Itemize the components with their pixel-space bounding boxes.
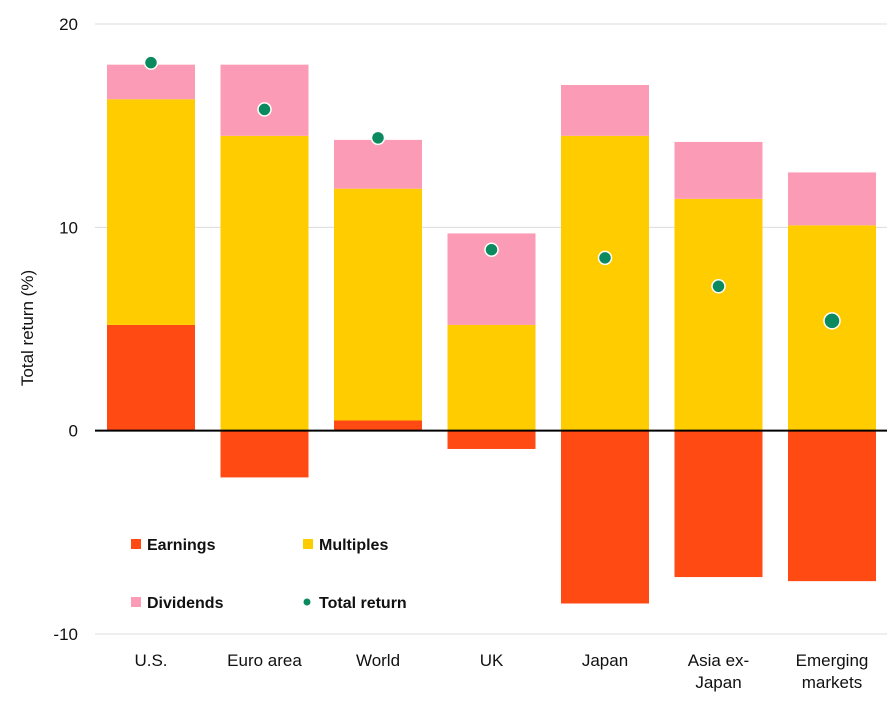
x-tick-label: U.S. bbox=[134, 651, 167, 670]
bar-dividends bbox=[334, 139, 422, 189]
bar-earnings bbox=[788, 430, 876, 582]
y-tick-label: 20 bbox=[59, 15, 78, 34]
legend-swatch-multiples bbox=[303, 539, 313, 549]
bar-earnings bbox=[107, 324, 195, 431]
total-return-dot bbox=[823, 312, 841, 330]
total-return-dot bbox=[143, 55, 159, 70]
y-tick-label: 10 bbox=[59, 218, 78, 237]
legend-label-total-return: Total return bbox=[319, 595, 407, 612]
bars bbox=[107, 64, 876, 604]
bar-dividends bbox=[561, 85, 649, 136]
bar-multiples bbox=[561, 135, 649, 431]
total-return-markers bbox=[143, 55, 841, 330]
bar-earnings bbox=[561, 430, 649, 604]
x-tick-label: Asia ex-Japan bbox=[688, 651, 749, 692]
bar-multiples bbox=[447, 324, 536, 431]
total-return-dot bbox=[484, 242, 499, 257]
legend: Earnings Multiples Dividends Total return bbox=[131, 537, 407, 612]
y-tick-labels: -10 0 10 20 bbox=[53, 15, 78, 644]
bar-earnings bbox=[674, 430, 763, 578]
x-tick-label: World bbox=[356, 651, 400, 670]
legend-swatch-earnings bbox=[131, 539, 141, 549]
legend-label-dividends: Dividends bbox=[147, 595, 224, 612]
bar-multiples bbox=[220, 135, 309, 431]
legend-label-multiples: Multiples bbox=[319, 537, 388, 554]
x-tick-label: Emerging markets bbox=[796, 651, 869, 692]
y-tick-label: -10 bbox=[53, 625, 78, 644]
bar-earnings bbox=[334, 420, 422, 431]
bar-dividends bbox=[674, 141, 763, 199]
bar-multiples bbox=[674, 198, 763, 431]
x-tick-label: Japan bbox=[582, 651, 628, 670]
bar-earnings bbox=[447, 430, 536, 449]
bar-dividends bbox=[788, 172, 876, 226]
bar-dividends bbox=[107, 64, 195, 100]
total-return-dot bbox=[597, 250, 613, 266]
legend-swatch-total-return bbox=[303, 598, 311, 606]
bar-multiples bbox=[107, 99, 195, 325]
x-tick-label: Euro area bbox=[227, 651, 302, 670]
total-return-dot bbox=[711, 279, 726, 294]
bar-dividends bbox=[220, 64, 309, 136]
y-tick-label: 0 bbox=[69, 422, 78, 441]
bar-earnings bbox=[220, 430, 309, 478]
total-return-dot bbox=[257, 102, 272, 117]
total-return-dot bbox=[370, 130, 386, 146]
bar-multiples bbox=[334, 188, 422, 421]
x-tick-labels: U.S. Euro area World UK Japan Asia ex-Japan Em… bbox=[134, 651, 868, 692]
legend-swatch-dividends bbox=[131, 597, 141, 607]
legend-label-earnings: Earnings bbox=[147, 537, 216, 554]
x-tick-label: UK bbox=[480, 651, 504, 670]
y-axis-label: Total return (%) bbox=[18, 270, 37, 386]
